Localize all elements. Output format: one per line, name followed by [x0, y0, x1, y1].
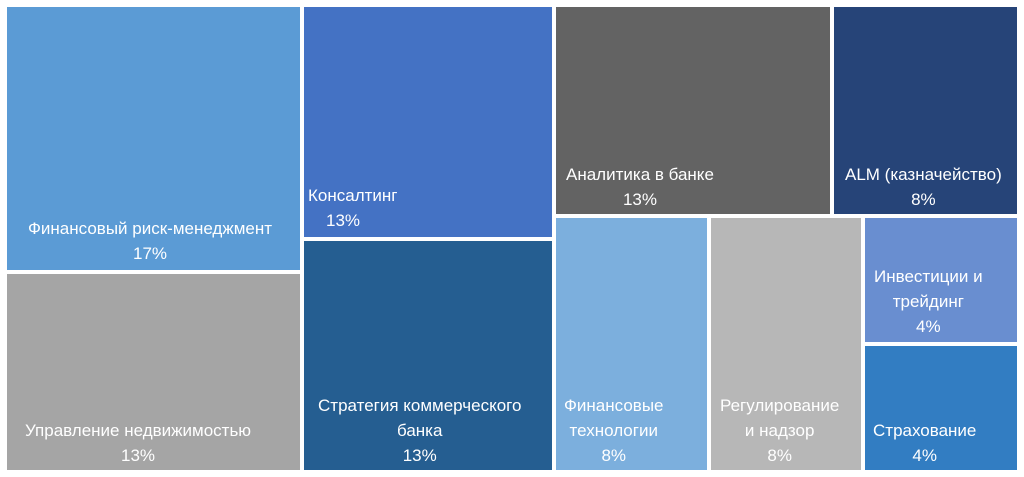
tile-label: Инвестиции и трейдинг 4%: [874, 264, 983, 339]
tile-label-line: Финансовые: [564, 396, 664, 415]
tile-label: Управление недвижимостью 13%: [25, 418, 251, 468]
tile-value-label: 17%: [133, 244, 168, 263]
tile-label: Финансовые технологии 8%: [564, 393, 664, 468]
tile-label: Стратегия коммерческого банка 13%: [318, 393, 521, 468]
tile-value-label: 13%: [402, 446, 437, 465]
treemap-tile: [302, 239, 554, 472]
tile-label-line: Финансовый риск-менеджмент: [28, 219, 273, 238]
tile-label: Финансовый риск-менеджмент 17%: [28, 216, 272, 266]
tile-label-line: банка: [396, 421, 443, 440]
tile-label-line: Регулирование: [720, 396, 840, 415]
tile-label-line: Страхование: [873, 421, 977, 440]
treemap-tile: [554, 216, 709, 472]
treemap-tile: [863, 344, 1019, 472]
tile-label-line: Консалтинг: [308, 186, 398, 205]
treemap-tile: [709, 216, 863, 472]
tile-label: Страхование 4%: [873, 418, 976, 468]
tile-label-line: Инвестиции и: [874, 267, 983, 286]
tile-label-line: Аналитика в банке: [566, 165, 714, 184]
tile-value-label: 8%: [601, 446, 627, 465]
treemap-tile: [554, 5, 832, 216]
tile-label-line: технологии: [569, 421, 658, 440]
tile-label-line: трейдинг: [892, 292, 964, 311]
treemap-tile: [5, 5, 302, 272]
tile-value-label: 4%: [916, 317, 941, 336]
tile-label-line: ALM (казначейство): [845, 165, 1002, 184]
tile-value-label: 13%: [326, 211, 361, 230]
tile-label: Аналитика в банке 13%: [566, 162, 714, 212]
tile-value-label: 13%: [121, 446, 156, 465]
tile-label-line: Управление недвижимостью: [25, 421, 252, 440]
tile-value-label: 13%: [622, 190, 657, 209]
tile-label-line: Стратегия коммерческого: [318, 396, 522, 415]
treemap-tile: [302, 5, 554, 239]
tile-value-label: 4%: [912, 446, 937, 465]
treemap-tile: [5, 272, 302, 472]
tile-value-label: 8%: [767, 446, 792, 465]
tile-value-label: 8%: [911, 190, 936, 209]
treemap-tile: [832, 5, 1019, 216]
tile-label: ALM (казначейство) 8%: [845, 162, 1002, 212]
tile-label: Консалтинг 13%: [308, 183, 398, 233]
treemap-tile: [863, 216, 1019, 344]
tile-label: Регулирование и надзор 8%: [720, 393, 839, 468]
tile-label-line: и надзор: [744, 421, 815, 440]
